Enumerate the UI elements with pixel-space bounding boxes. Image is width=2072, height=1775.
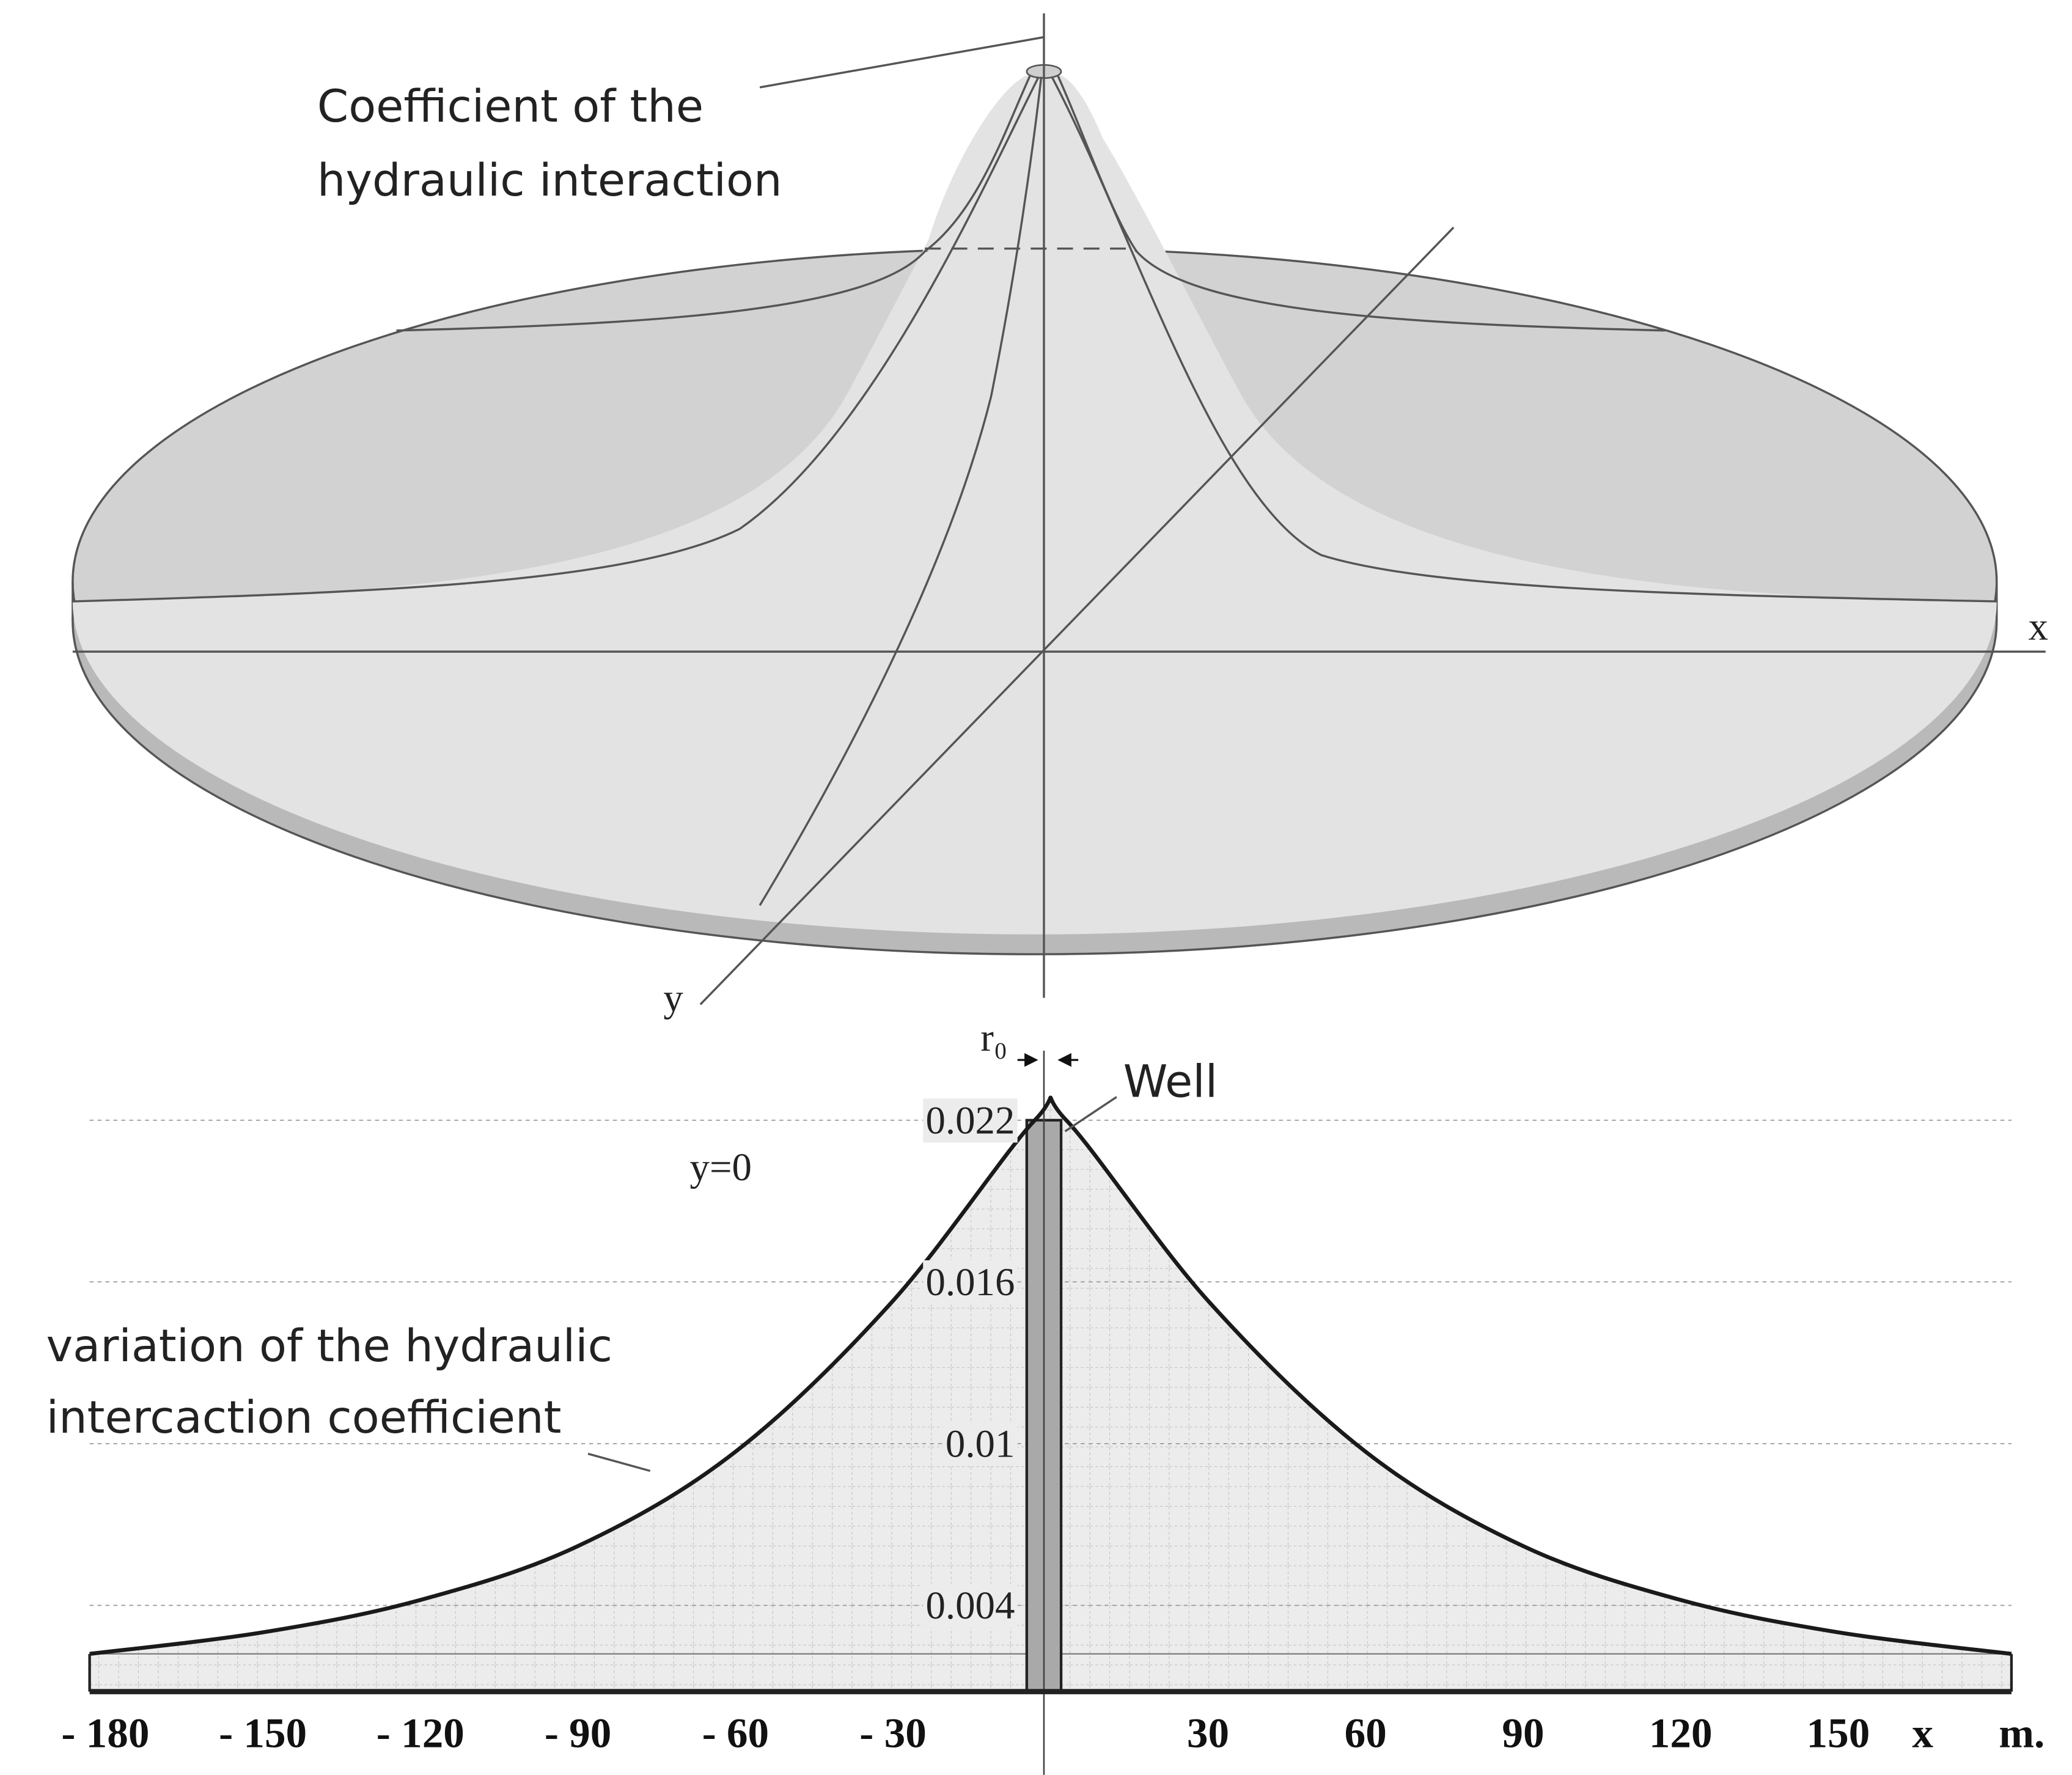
disk-illustration: Coefficient of the hydraulic interaction…	[72, 13, 2048, 1020]
y-tick-label: 0.022	[926, 1098, 1015, 1142]
y-tick-backing	[942, 1422, 1018, 1466]
profile-chart: 0.022 0.016 0.01 0.004 - 180 - 150 - 120 - 90 - …	[61, 1051, 2044, 1775]
y-tick-label: 0.004	[926, 1584, 1015, 1628]
x-tick-label: 120	[1649, 1709, 1713, 1756]
radius-label: r₀	[980, 1016, 1007, 1060]
x-tick-label: 150	[1807, 1709, 1870, 1756]
x-tick-label: - 150	[219, 1709, 307, 1756]
x-tick-label: 30	[1187, 1709, 1229, 1756]
x-tick-label: - 180	[61, 1709, 149, 1756]
axis-label: y	[663, 976, 683, 1020]
x-tick-label: - 90	[545, 1709, 612, 1756]
top-label: hydraulic interaction	[317, 155, 782, 207]
x-tick-label: - 60	[702, 1709, 770, 1756]
x-axis-label: x	[1912, 1709, 1933, 1756]
y-tick-backing	[923, 1098, 1018, 1143]
curve-label: intercaction coefficient	[46, 1392, 562, 1444]
y-tick-label: 0.01	[946, 1422, 1015, 1466]
top-label: Coefficient of the	[317, 81, 704, 133]
y-tick-label: 0.016	[926, 1260, 1015, 1304]
x-axis-unit: m.	[1999, 1709, 2044, 1756]
y-tick-backing	[923, 1260, 1018, 1304]
well-label: Well	[1123, 1056, 1218, 1108]
x-tick-label: - 30	[859, 1709, 927, 1756]
profile-line	[89, 1095, 2012, 1656]
x-tick-label: 90	[1502, 1709, 1544, 1756]
axis-label: x	[2029, 605, 2048, 649]
x-tick-label: - 120	[377, 1709, 465, 1756]
x-tick-label: 60	[1345, 1709, 1387, 1756]
chart-annotations: y=0 r₀ Well variation of the hydraulic i…	[46, 1016, 1218, 1472]
curve-label: variation of the hydraulic	[46, 1320, 612, 1372]
y-tick-backing	[923, 1584, 1018, 1628]
subtitle: y=0	[690, 1145, 752, 1189]
